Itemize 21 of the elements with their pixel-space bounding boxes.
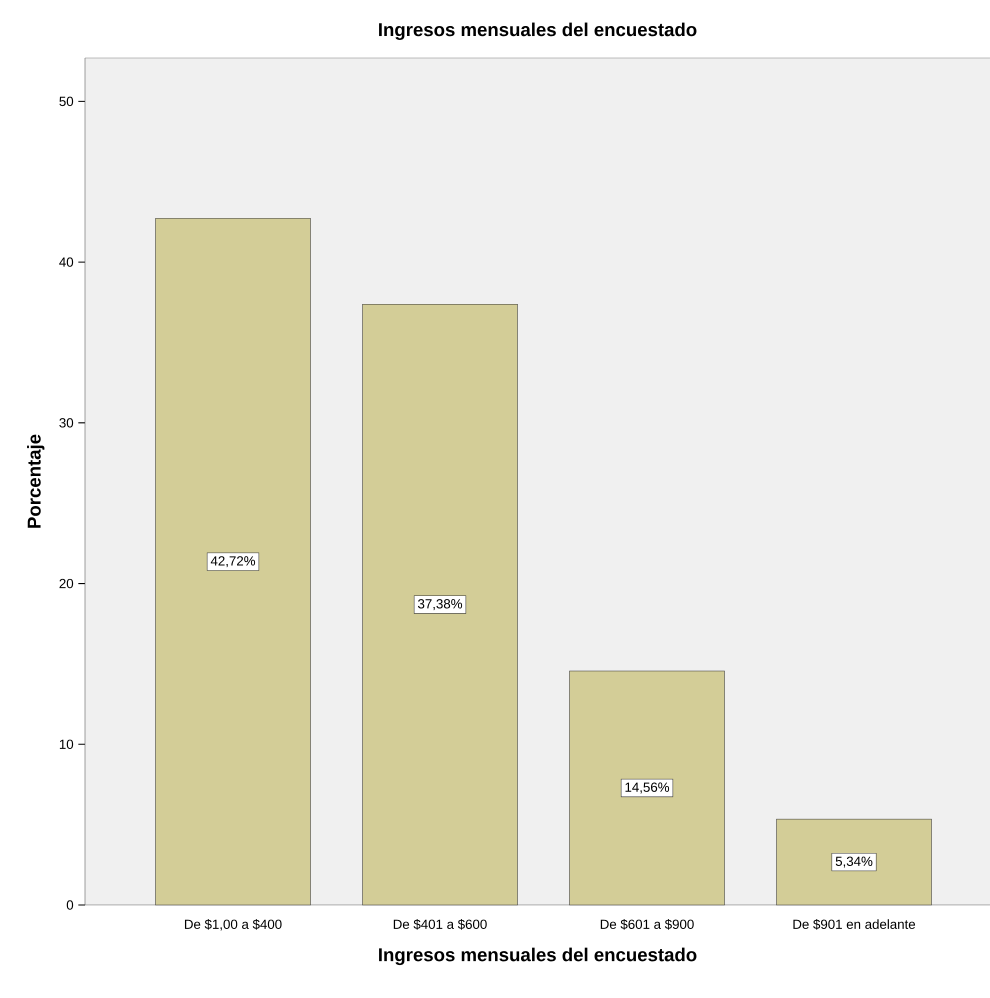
x-tick-label: De $401 a $600 <box>394 919 487 930</box>
x-tick-label: De $901 en adelante <box>793 919 916 930</box>
y-tick-label: 10 <box>60 740 74 749</box>
y-tick-label: 20 <box>60 578 74 588</box>
y-tick-label: 0 <box>66 900 74 910</box>
x-axis-title: Ingresos mensuales del encuestado <box>379 948 696 966</box>
y-tick-label: 50 <box>59 96 74 106</box>
x-tick-label: De $1,00 a $400 <box>184 919 282 931</box>
bar <box>569 670 725 906</box>
y-tick-label: 40 <box>59 257 74 267</box>
bar <box>362 304 518 906</box>
y-tick-label: 30 <box>59 418 74 428</box>
data-label: 5,34% <box>836 856 872 868</box>
bar <box>776 818 932 906</box>
data-label: 37,38% <box>418 599 462 610</box>
data-label: 14,56% <box>626 782 670 794</box>
bar <box>155 218 311 906</box>
x-tick-label: De $601 a $900 <box>600 919 694 930</box>
chart-title: Ingresos mensuales del encuestado <box>379 22 696 40</box>
data-label: 42,72% <box>210 556 256 568</box>
y-axis-title: Porcentaje <box>27 434 44 528</box>
